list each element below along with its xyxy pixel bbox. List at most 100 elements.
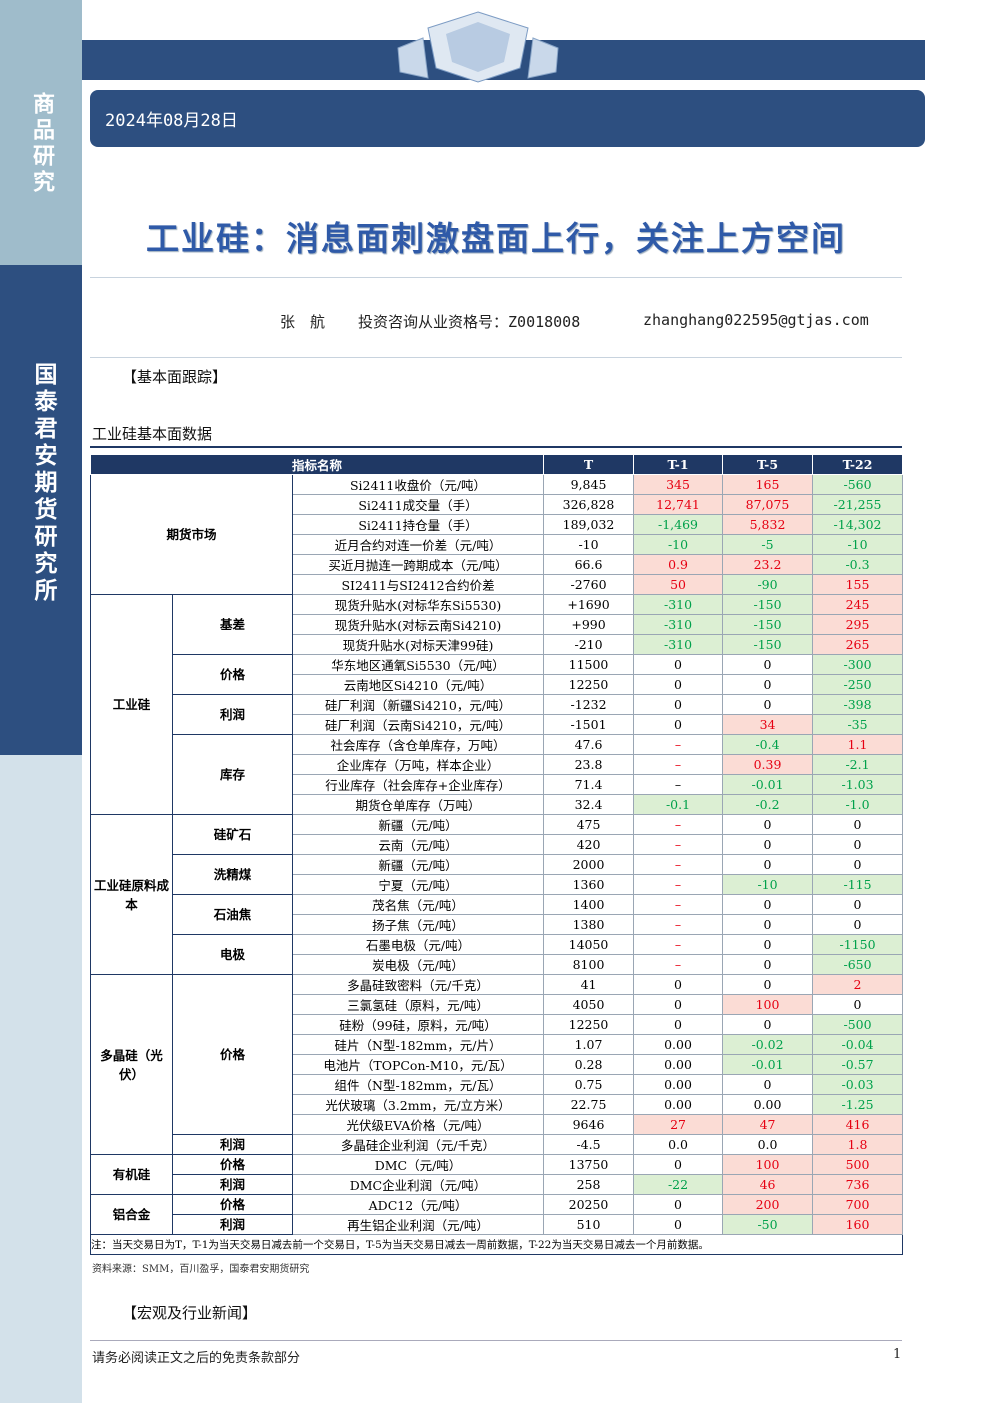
value-cell: 1.8 [812, 1134, 904, 1155]
value-cell: -1232 [543, 694, 635, 715]
value-cell: 0 [633, 654, 724, 675]
title: 工业硅：消息面刺激盘面上行，关注上方空间 [146, 219, 846, 258]
value-cell: 475 [543, 814, 635, 835]
table-row: 光伏玻璃（3.2mm，元/立方米） 22.75 0.00 0.00 -1.25 [91, 1094, 904, 1115]
indicator-name: 多晶硅企业利润（元/千克） [291, 1134, 545, 1155]
value-cell: -50 [722, 1214, 814, 1235]
header-cell: 指标名称 [89, 454, 545, 475]
table-row: 硅厂利润（云南Si4210，元/吨） -1501 0 34 -35 [91, 714, 904, 735]
logo [397, 11, 559, 83]
indicator-name: 企业库存（万吨，样本企业） [291, 754, 545, 775]
value-cell: 0 [633, 1154, 724, 1175]
disclaimer: 请务必阅读正文之后的免责条款部分 [92, 1351, 301, 1366]
value-cell: -1.03 [812, 774, 904, 795]
value-cell: 9646 [543, 1114, 635, 1135]
value-cell: – [633, 954, 724, 975]
subgroup-label: 石油焦 [172, 894, 293, 935]
value-cell: 326,828 [543, 494, 635, 515]
value-cell: 66.6 [543, 554, 635, 575]
subgroup-label: 基差 [172, 594, 293, 655]
value-cell: -90 [722, 574, 814, 595]
value-cell: – [633, 874, 724, 895]
value-cell: -500 [812, 1014, 904, 1035]
indicator-name: 硅厂利润（云南Si4210，元/吨） [291, 714, 545, 735]
indicator-name: 行业库存（社会库存+企业库存） [291, 774, 545, 795]
value-cell: 258 [543, 1174, 635, 1195]
author-name: 张 航 [280, 313, 326, 331]
source: 资料来源：SMM，百川盈孚，国泰君安期货研究 [92, 1264, 310, 1275]
value-cell: -10 [543, 534, 635, 555]
table-row: 炭电极（元/吨） 8100–0 -650 [91, 954, 904, 975]
indicator-name: 新疆（元/吨） [291, 854, 545, 875]
value-cell: -310 [633, 614, 724, 635]
value-cell: -1,469 [633, 514, 724, 535]
indicator-name: 期货仓单库存（万吨） [291, 794, 545, 815]
value-cell: -10 [812, 534, 904, 555]
value-cell: 0 [722, 974, 814, 995]
sidebar-label: 商品研究 [29, 92, 55, 196]
table-row: 硅粉（99硅，原料，元/吨） 12250 0 0 -500 [91, 1014, 904, 1035]
table-row: 工业硅 基差 现货升贴水(对标华东Si5530) +1690 -310 -150 245 [90, 594, 904, 815]
value-cell: 20250 [543, 1194, 635, 1215]
value-cell: 0 [812, 894, 904, 915]
sidebar-mid [0, 265, 82, 755]
value-cell: -10 [722, 874, 814, 895]
subgroup-label: 利润 [172, 1214, 293, 1235]
value-cell: 12250 [543, 1014, 635, 1035]
value-cell: 50 [633, 574, 724, 595]
value-cell: 0 [722, 674, 814, 695]
value-cell: 0 [812, 834, 904, 855]
indicator-name: 新疆（元/吨） [291, 814, 545, 835]
value-cell: 200 [722, 1194, 814, 1215]
value-cell: 47 [722, 1114, 814, 1135]
value-cell: -2.1 [812, 754, 904, 775]
indicator-name: 组件（N型-182mm，元/瓦） [291, 1074, 545, 1095]
value-cell: 0.75 [543, 1074, 635, 1095]
value-cell: – [633, 754, 724, 775]
value-cell: 5,832 [722, 514, 814, 535]
value-cell: -150 [722, 594, 814, 615]
value-cell: 14050 [543, 934, 635, 955]
subgroup-label: 洗精煤 [172, 854, 293, 895]
value-cell: 23.2 [722, 554, 814, 575]
value-cell: 700 [812, 1194, 904, 1215]
value-cell: -5 [722, 534, 814, 555]
indicator-name: 三氯氢硅（原料，元/吨） [291, 994, 545, 1015]
value-cell: -0.01 [722, 1054, 814, 1075]
group-label: 工业硅原料成本 [90, 814, 173, 975]
sidebar-bottom [0, 755, 82, 1403]
value-cell: 1400 [543, 894, 635, 915]
value-cell: -115 [812, 874, 904, 895]
page-number: 1 [893, 1347, 902, 1362]
value-cell: 0.00 [722, 1094, 814, 1115]
table-row: Si2411成交量（手） 326,828 12,741 87,075 -21,255 [91, 494, 904, 515]
value-cell: 34 [722, 714, 814, 735]
section-heading: 【宏观及行业新闻】 [122, 1304, 258, 1322]
value-cell: -0.01 [722, 774, 814, 795]
value-cell: 0 [722, 814, 814, 835]
value-cell: – [633, 894, 724, 915]
value-cell: – [633, 914, 724, 935]
value-cell: 32.4 [543, 794, 635, 815]
value-cell: 155 [812, 574, 904, 595]
value-cell: 9,845 [543, 474, 635, 495]
value-cell: -0.57 [812, 1054, 904, 1075]
divider [90, 357, 902, 358]
table-row: 现货升贴水(对标天津99硅) -210 -310 -150 265 [91, 634, 904, 655]
value-cell: -310 [633, 594, 724, 615]
indicator-name: 茂名焦（元/吨） [291, 894, 545, 915]
value-cell: – [633, 854, 724, 875]
subgroup-label: 价格 [172, 654, 293, 695]
value-cell: 0 [722, 894, 814, 915]
value-cell: – [633, 934, 724, 955]
indicator-name: 扬子焦（元/吨） [291, 914, 545, 935]
value-cell: -300 [812, 654, 904, 675]
table-row: 硅片（N型-182mm，元/片） 1.07 0.00 -0.02 -0.04 [91, 1034, 904, 1055]
value-cell: 0 [722, 914, 814, 935]
value-cell: 0 [633, 674, 724, 695]
value-cell: 0 [722, 934, 814, 955]
table-title: 工业硅基本面数据 [92, 425, 213, 443]
value-cell: 22.75 [543, 1094, 635, 1115]
table-row: 铝合金 价格 ADC12（元/吨） 20250 0 200 700 [90, 1194, 904, 1235]
indicator-name: 现货升贴水(对标华东Si5530) [291, 594, 545, 615]
